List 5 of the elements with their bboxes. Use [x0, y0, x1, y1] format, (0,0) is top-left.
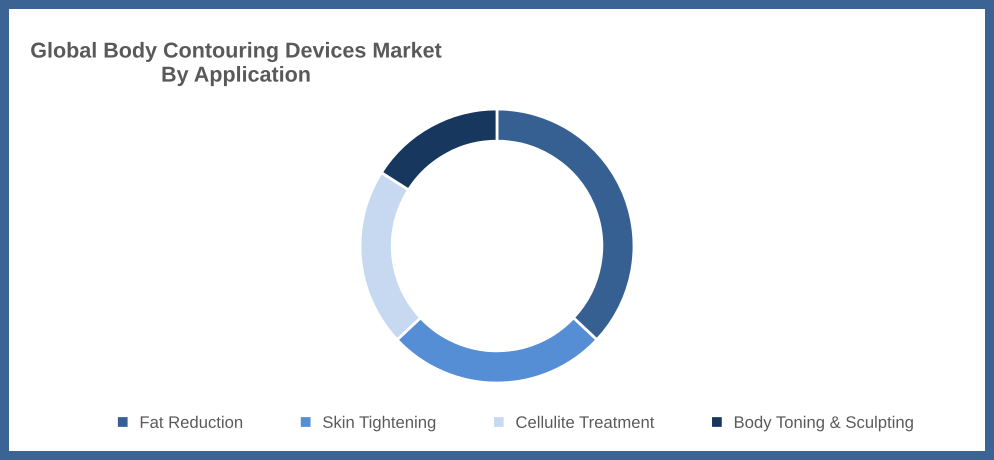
chart-title: Global Body Contouring Devices Market By Application: [31, 42, 442, 86]
legend-label: Body Toning & Sculpting: [734, 416, 913, 432]
legend-label: Cellulite Treatment: [516, 416, 654, 428]
legend-label: Fat Reduction: [140, 416, 242, 428]
legend-label: Skin Tightening: [323, 416, 436, 432]
